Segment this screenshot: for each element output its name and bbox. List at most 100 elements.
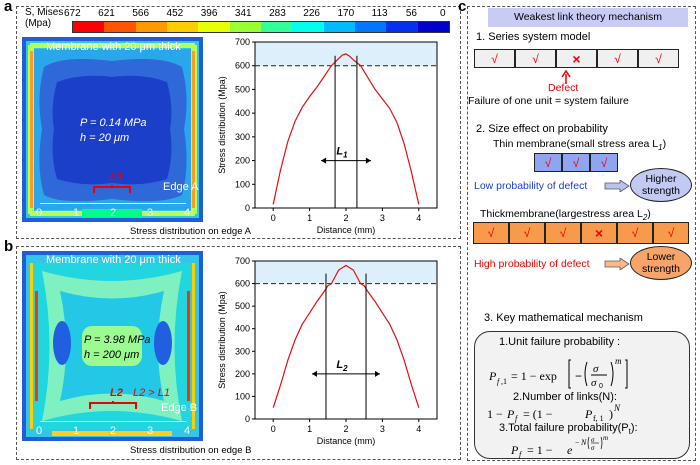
fem-a-title: Membrane with 20 μm thick [46, 41, 181, 53]
stress-series-line [272, 264, 420, 408]
svg-text:f: f [515, 414, 519, 423]
svg-text:m: m [615, 356, 622, 366]
fem-a-ticks: 0 1 2 3 4 [22, 207, 203, 221]
x-axis-label: Distance (mm) [317, 436, 376, 446]
low-prob-text: Low probability of defect [474, 180, 588, 192]
svg-text:1 −: 1 − [487, 407, 503, 421]
fem-map-a-graphic [22, 37, 203, 222]
fem-a-pressure: P = 0.14 MPa [80, 117, 147, 129]
higher-strength-oval: Higher strength [630, 168, 692, 202]
fem-tick: 1 [73, 207, 80, 219]
stress-chart-a: 0 100 200 300 400 500 600 700 0 1 2 3 4 Distance (mm)… [217, 37, 438, 235]
colorbar-tick: 170 [337, 8, 355, 19]
fem-b-compare-label: L2 > L1 [133, 387, 171, 399]
svg-text:σ: σ [591, 377, 597, 389]
colorbar-swatch [73, 22, 105, 32]
colorbar-tick: 226 [303, 8, 320, 19]
svg-text:σ: σ [591, 444, 595, 452]
thin-label: Thin membrane(small stress area L1) [493, 138, 667, 153]
y-tick-label: 600 [235, 61, 250, 71]
ok-cell: √ [562, 153, 590, 172]
ok-cell: √ [590, 153, 618, 172]
stress-series-line [272, 53, 420, 205]
ok-cell: √ [509, 222, 545, 244]
fem-b-thickness: h = 200 μm [84, 349, 140, 361]
colorbar-tick: 0 [440, 8, 446, 19]
ok-cell: √ [474, 49, 515, 68]
thick-label-text: Thickmembrane(largestress area L [480, 208, 643, 220]
ok-cell: √ [653, 222, 689, 244]
fem-tick: 3 [147, 425, 154, 437]
svg-text:P: P [584, 407, 593, 421]
fem-tick: 4 [184, 207, 191, 219]
fem-b-axis-line [40, 421, 186, 422]
fem-map-b: Membrane with 20 μm thick P = 3.98 MPa h… [22, 251, 203, 441]
ok-cell: √ [515, 49, 556, 68]
stress-chart-b: 0 100 200 300 400 500 600 700 0 1 2 3 4 Distance (mm)… [217, 256, 438, 446]
svg-text:m: m [603, 434, 608, 442]
colorbar-tick: 56 [405, 8, 417, 19]
formula1: P f ,1 = 1 − exp − σ σ 0 m [488, 356, 628, 390]
y-tick-label: 200 [235, 156, 250, 166]
thick-label-sub: 2 [642, 213, 648, 223]
x-tick-label: 0 [271, 213, 276, 223]
panel-letter-a: a [4, 0, 13, 15]
x-tick-label: 2 [343, 213, 348, 223]
fem-tick: 4 [184, 425, 191, 437]
svg-text:f: f [497, 377, 501, 386]
span-label: L1 [336, 146, 348, 160]
span-arrowhead-right [365, 157, 371, 164]
svg-text:= (1 −: = (1 − [523, 407, 553, 421]
fem-tick: 2 [110, 207, 117, 219]
x-axis-label: Distance (mm) [317, 225, 376, 235]
defect-cell: × [556, 49, 597, 68]
fem-b-ticks: 0 1 2 3 4 [22, 425, 203, 439]
fem-a-axis-line [40, 203, 186, 204]
span-label-sub: 2 [342, 364, 348, 373]
y-axis-label: Stress distribution (Mpa) [217, 291, 227, 389]
fem-a-l1-label: L1 [110, 171, 123, 183]
panel-letter-b: b [4, 238, 14, 255]
thick-cells: √ √ √ × √ √ [473, 222, 689, 244]
x-tick-label: 4 [416, 213, 421, 223]
formula3-title-end: ): [630, 422, 638, 434]
fem-tick: 3 [147, 207, 154, 219]
high-prob-text: High probability of defect [474, 258, 590, 270]
thin-cells: √ √ √ [534, 153, 618, 172]
series-cells: √ √ × √ √ [474, 49, 679, 68]
formula3: P f = 1 − e − N σ σ m [510, 434, 608, 459]
fem-map-b-graphic [22, 251, 203, 441]
colorbar-swatch [354, 22, 387, 32]
y-tick-label: 700 [235, 37, 250, 47]
high-prob-arrow [604, 258, 630, 270]
colorbar-swatch [417, 22, 449, 32]
fem-a-thickness: h = 20 μm [80, 132, 130, 144]
formula3-title-text: 3.Total failure probability(P [499, 422, 629, 434]
series-heading: 1. Series system model [476, 31, 591, 43]
svg-text:f, 1: f, 1 [593, 414, 604, 423]
thin-label-sub: 1 [658, 143, 663, 153]
y-tick-label: 700 [235, 256, 250, 266]
x-tick-label: 0 [271, 424, 276, 434]
lower-strength-line2: strength [642, 263, 680, 275]
colorbar-title-line2: (Mpa) [25, 18, 52, 29]
svg-text:e: e [567, 443, 573, 457]
span-label-sub: 1 [343, 151, 348, 160]
defect-label: Defect [548, 82, 579, 94]
svg-text:,1: ,1 [501, 377, 507, 386]
ok-cell: √ [597, 49, 638, 68]
caption-b: Stress distribution on edge B [130, 445, 252, 456]
failure-text: Failure of one unit = system failure [468, 95, 629, 107]
x-tick-label: 2 [343, 424, 348, 434]
fem-map-a: Membrane with 20 μm thick P = 0.14 MPa h… [22, 37, 203, 222]
x-tick-label: 3 [380, 424, 385, 434]
svg-text:N: N [580, 438, 587, 447]
colorbar-tick: 283 [269, 8, 286, 19]
colorbar-swatch [198, 22, 230, 32]
colorbar-tick: 566 [132, 8, 150, 19]
y-tick-label: 100 [235, 179, 250, 189]
y-tick-label: 500 [235, 84, 250, 94]
y-tick-label: 300 [235, 132, 250, 142]
low-prob-arrow [604, 180, 630, 192]
higher-strength-line1: Higher [645, 173, 677, 185]
